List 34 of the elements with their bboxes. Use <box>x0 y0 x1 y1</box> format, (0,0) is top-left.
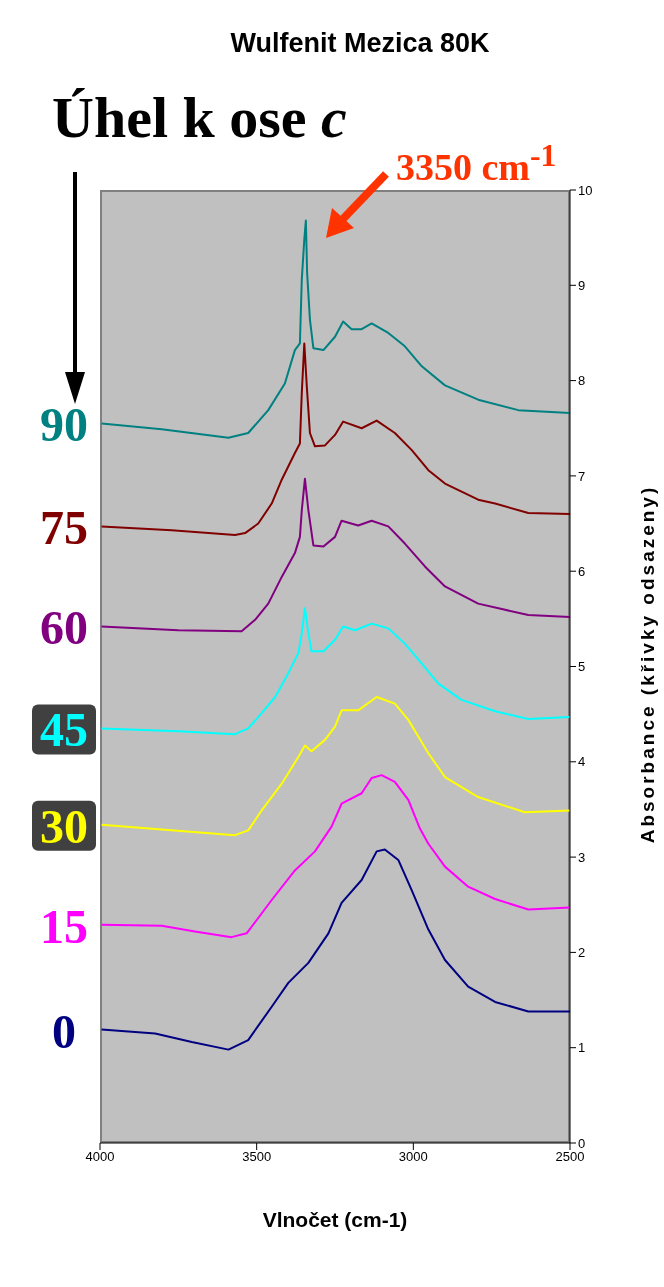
line-series <box>100 607 570 736</box>
chart-title: Wulfenit Mezica 80K <box>229 28 491 59</box>
line-series <box>100 774 570 939</box>
series-label: 30 <box>40 799 88 853</box>
y-tick-label: 1 <box>578 1040 586 1056</box>
y-tick-label: 9 <box>578 277 586 293</box>
text: Úhel k ose c <box>52 85 347 150</box>
text: 3350 cm$^{-1}$ <box>396 138 557 189</box>
line-series <box>100 477 570 633</box>
y-tick-label: 3 <box>578 849 586 865</box>
line-series <box>100 848 570 1051</box>
line-series <box>100 219 570 439</box>
y-axis-title: Absorbance (křivky odsazeny) <box>637 483 659 846</box>
series-label: 15 <box>40 899 88 953</box>
x-tick-label: 3500 <box>242 1149 272 1165</box>
series-label: 0 <box>52 1004 76 1058</box>
series-label: 90 <box>40 398 88 452</box>
y-tick-label: 6 <box>578 563 586 579</box>
series-label: 75 <box>40 501 88 555</box>
line-series <box>100 696 570 837</box>
y-tick-label: 7 <box>578 468 586 484</box>
y-tick-label: 4 <box>578 754 586 770</box>
y-tick-label: 5 <box>578 659 586 675</box>
series-label: 60 <box>40 601 88 655</box>
y-tick-label: 10 <box>578 182 593 198</box>
line-series <box>100 342 570 536</box>
y-tick-label: 0 <box>578 1135 586 1151</box>
y-tick-label: 8 <box>578 373 586 389</box>
x-tick-label: 2500 <box>555 1149 585 1165</box>
x-tick-label: 3000 <box>398 1149 428 1165</box>
x-axis-title: Vlnočet (cm-1) <box>261 1208 409 1232</box>
x-tick-label: 4000 <box>85 1149 115 1165</box>
series-label: 45 <box>40 703 88 757</box>
y-tick-label: 2 <box>578 945 586 961</box>
